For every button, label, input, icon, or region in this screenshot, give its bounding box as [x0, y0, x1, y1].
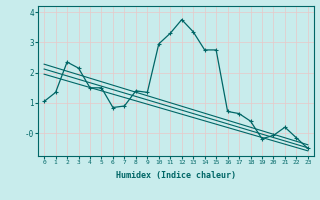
- X-axis label: Humidex (Indice chaleur): Humidex (Indice chaleur): [116, 171, 236, 180]
